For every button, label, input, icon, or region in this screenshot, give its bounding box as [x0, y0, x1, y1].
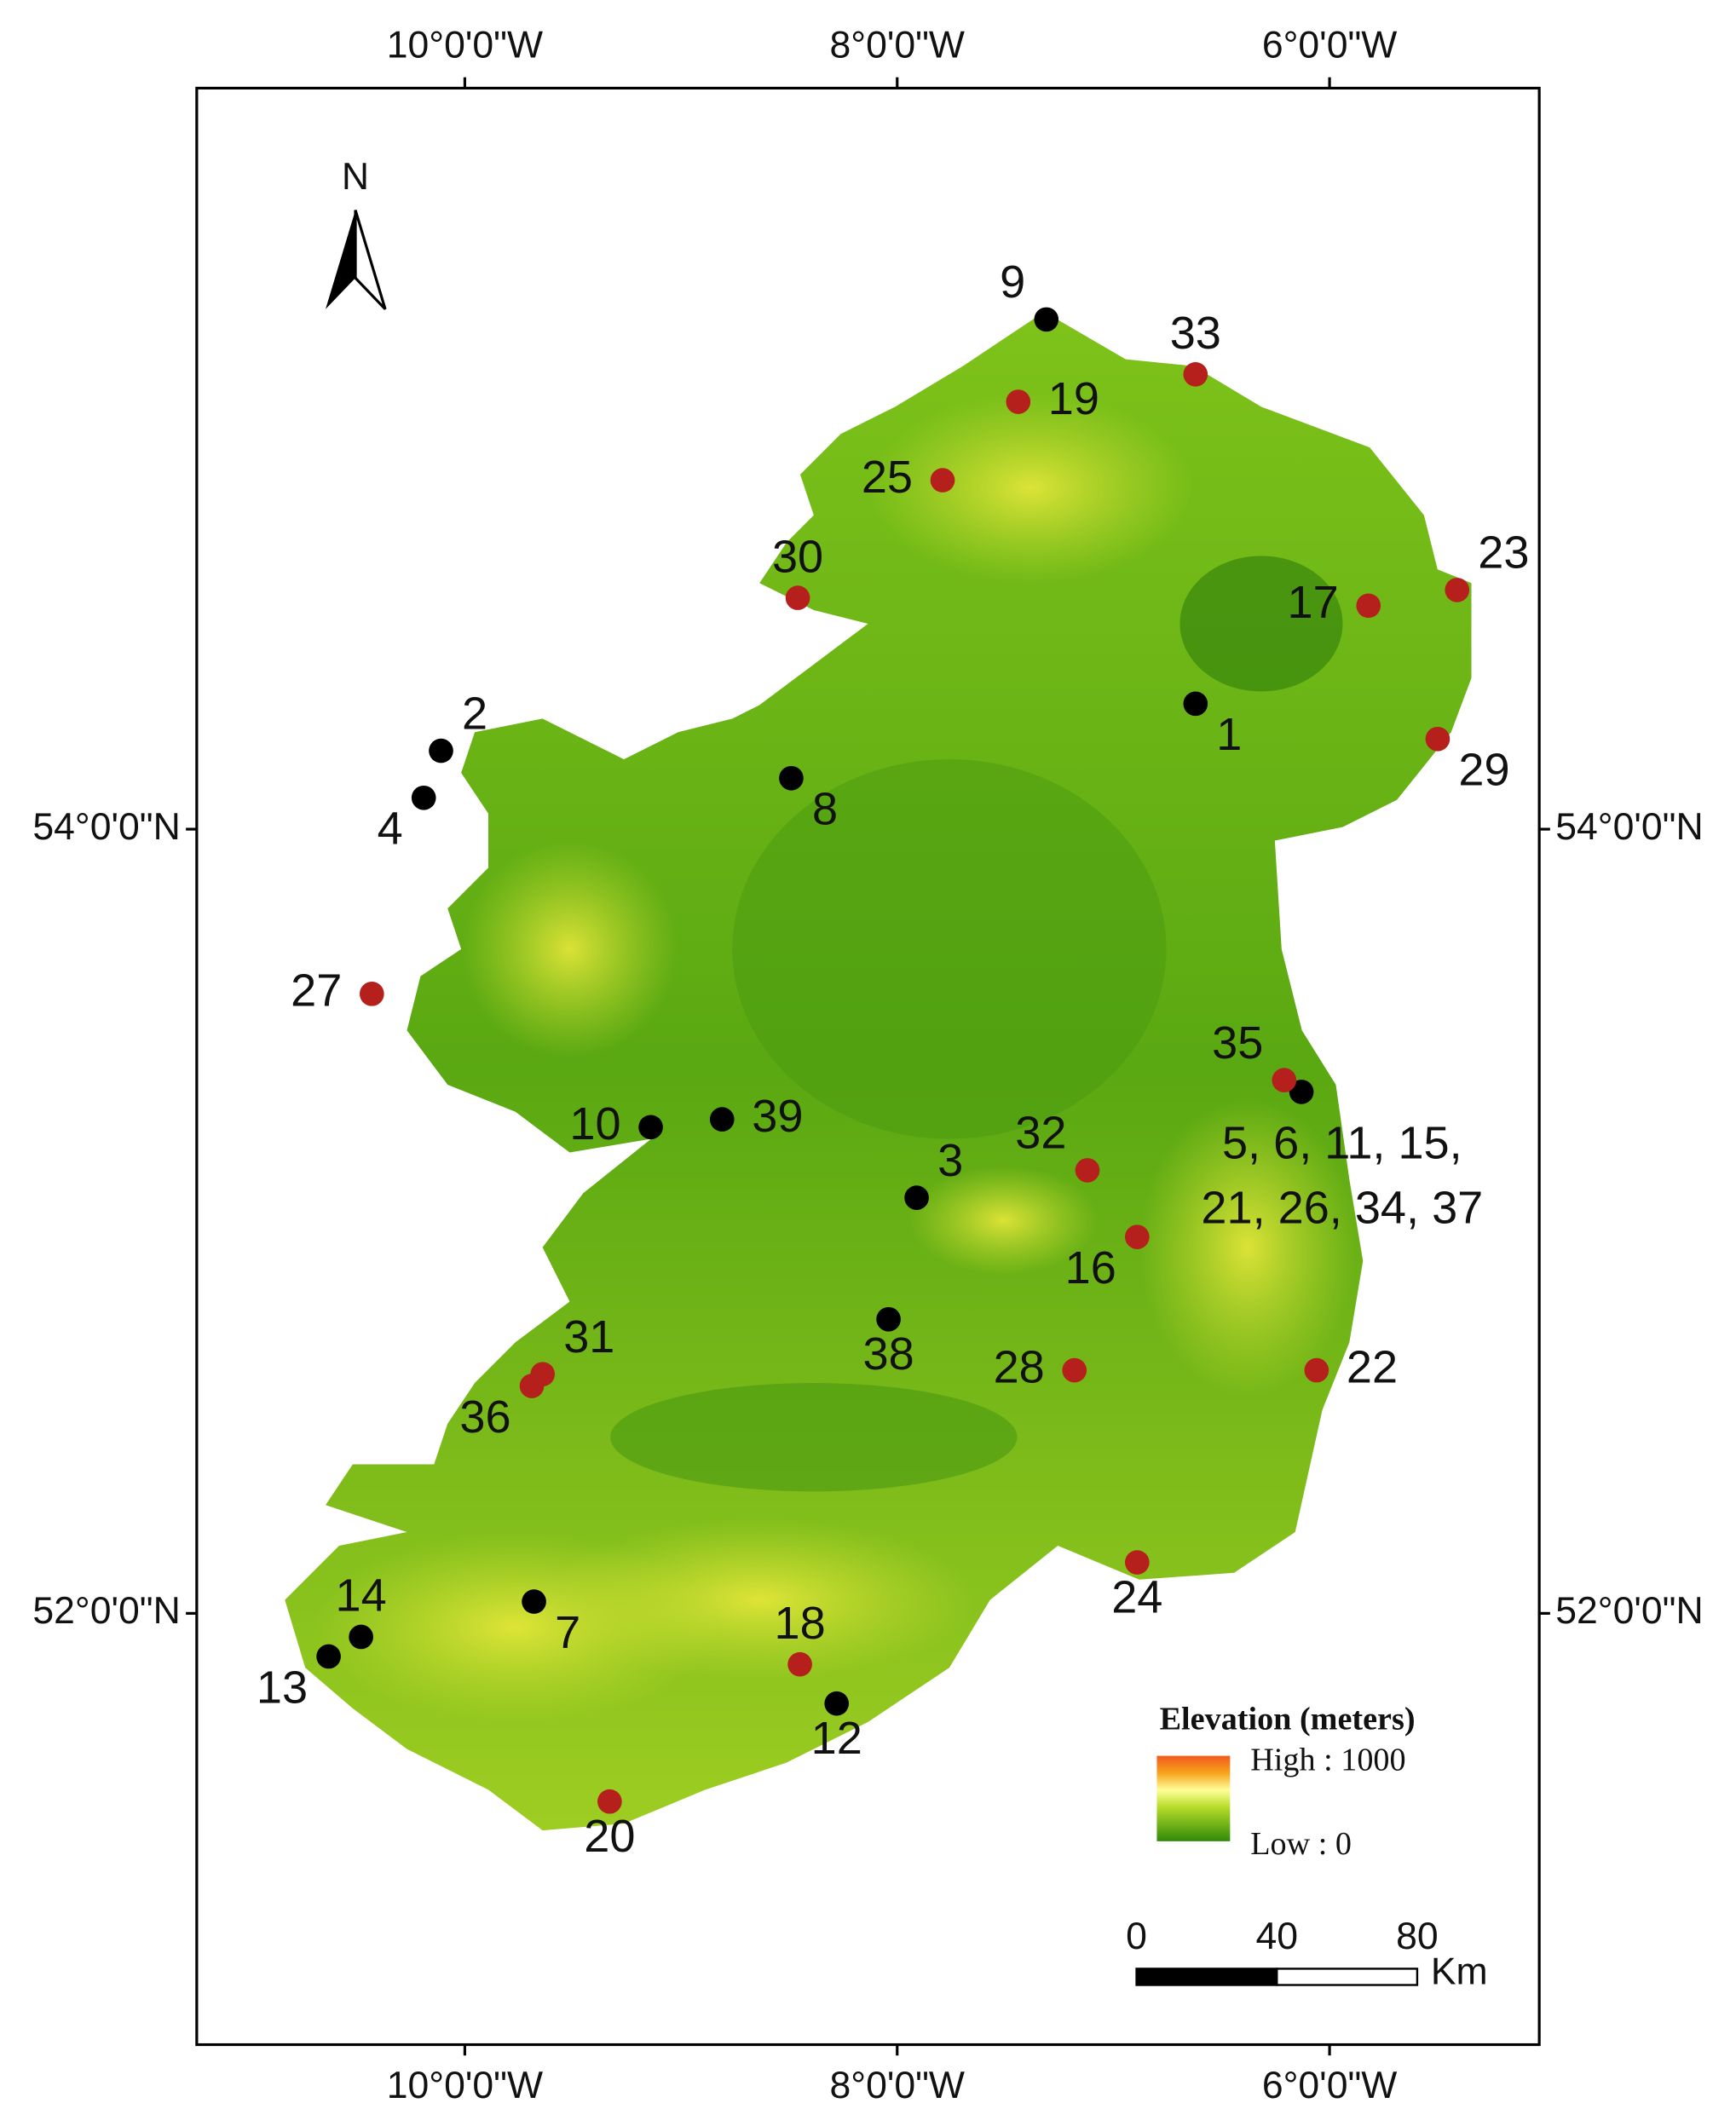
site-marker	[785, 585, 810, 610]
site-marker	[638, 1115, 663, 1140]
site-label: 31	[563, 1311, 614, 1363]
site-label: 17	[1288, 577, 1339, 628]
site-label: 7	[555, 1607, 580, 1658]
site-label: 32	[1015, 1108, 1066, 1159]
site-marker	[597, 1789, 622, 1814]
site-marker	[429, 738, 453, 763]
site-label: 39	[752, 1091, 803, 1142]
site-marker	[1124, 1550, 1150, 1575]
site-label: 35	[1212, 1017, 1263, 1069]
north-arrow: N	[326, 156, 387, 310]
site-label: 14	[336, 1570, 387, 1622]
site-marker	[1356, 593, 1381, 619]
site-label: 38	[863, 1328, 914, 1380]
site-label: 1	[1216, 709, 1242, 760]
site-marker	[349, 1624, 373, 1650]
site-marker	[930, 468, 955, 493]
site-marker	[522, 1589, 546, 1614]
scale-label: 0	[1126, 1916, 1147, 1957]
site-label: 9	[1000, 256, 1025, 308]
site-label: 8	[812, 784, 838, 835]
site-marker	[904, 1185, 929, 1210]
site-label: 22	[1347, 1341, 1398, 1392]
site-label: 18	[775, 1598, 826, 1649]
legend-ramp	[1156, 1755, 1231, 1841]
scale-segment	[1276, 1968, 1419, 1986]
site-label: 24	[1111, 1571, 1162, 1622]
y-tick-label: 52°0'0"N	[1555, 1590, 1703, 1632]
site-marker	[411, 785, 436, 810]
site-marker	[1075, 1158, 1100, 1183]
scale-unit: Km	[1431, 1951, 1488, 1993]
site-label: 10	[569, 1098, 620, 1149]
site-marker	[1304, 1357, 1329, 1383]
x-tick-label: 8°0'0"W	[829, 2065, 965, 2106]
site-label: 21, 26, 34, 37	[1201, 1183, 1483, 1234]
site-label: 13	[257, 1662, 308, 1713]
site-label: 27	[291, 965, 342, 1017]
x-tick-label: 8°0'0"W	[829, 24, 965, 66]
x-tick-label: 6°0'0"W	[1262, 24, 1398, 66]
site-label: 36	[459, 1391, 510, 1443]
y-tick-label: 52°0'0"N	[32, 1590, 180, 1632]
site-marker	[519, 1374, 545, 1398]
site-label: 16	[1065, 1242, 1116, 1293]
site-marker	[709, 1107, 735, 1132]
legend: Elevation (meters) High : 1000 Low : 0	[1156, 1702, 1416, 1862]
site-marker	[876, 1306, 901, 1332]
x-tick-label: 6°0'0"W	[1262, 2065, 1398, 2106]
site-marker	[1183, 362, 1208, 387]
site-marker	[824, 1691, 850, 1716]
site-label: 23	[1478, 527, 1529, 579]
site-label: 12	[811, 1713, 862, 1764]
site-label: 4	[378, 804, 403, 855]
y-tick-label: 54°0'0"N	[1555, 806, 1703, 848]
legend-title: Elevation (meters)	[1160, 1702, 1416, 1737]
site-marker	[1183, 691, 1208, 717]
site-marker	[316, 1644, 341, 1669]
site-marker	[787, 1651, 812, 1677]
site-marker	[1425, 726, 1451, 752]
site-label: 33	[1170, 308, 1221, 359]
site-label: 20	[584, 1811, 635, 1862]
site-label: 25	[862, 452, 913, 503]
y-tick-label: 54°0'0"N	[32, 806, 180, 848]
site-marker	[1006, 389, 1031, 414]
site-label: 5, 6, 11, 15,	[1222, 1117, 1462, 1168]
scale-label: 40	[1255, 1916, 1298, 1957]
site-marker	[1034, 307, 1059, 332]
site-marker	[1445, 578, 1470, 602]
site-label: 28	[994, 1341, 1045, 1392]
x-tick-label: 10°0'0"W	[387, 2065, 543, 2106]
site-marker	[779, 765, 804, 791]
scale-segment	[1135, 1968, 1278, 1986]
x-tick-label: 10°0'0"W	[387, 24, 543, 66]
north-label: N	[342, 156, 369, 198]
site-marker	[1272, 1068, 1297, 1092]
site-marker	[360, 982, 384, 1006]
site-marker	[1124, 1224, 1150, 1249]
site-label: 3	[937, 1135, 963, 1186]
site-label: 29	[1458, 745, 1509, 796]
legend-high: High : 1000	[1250, 1742, 1405, 1777]
site-marker	[1289, 1080, 1314, 1104]
site-label: 19	[1048, 373, 1099, 424]
legend-low: Low : 0	[1250, 1826, 1352, 1862]
scale-label: 80	[1396, 1916, 1439, 1957]
site-label: 2	[462, 688, 487, 739]
site-marker	[1062, 1357, 1087, 1383]
site-label: 30	[772, 531, 823, 582]
